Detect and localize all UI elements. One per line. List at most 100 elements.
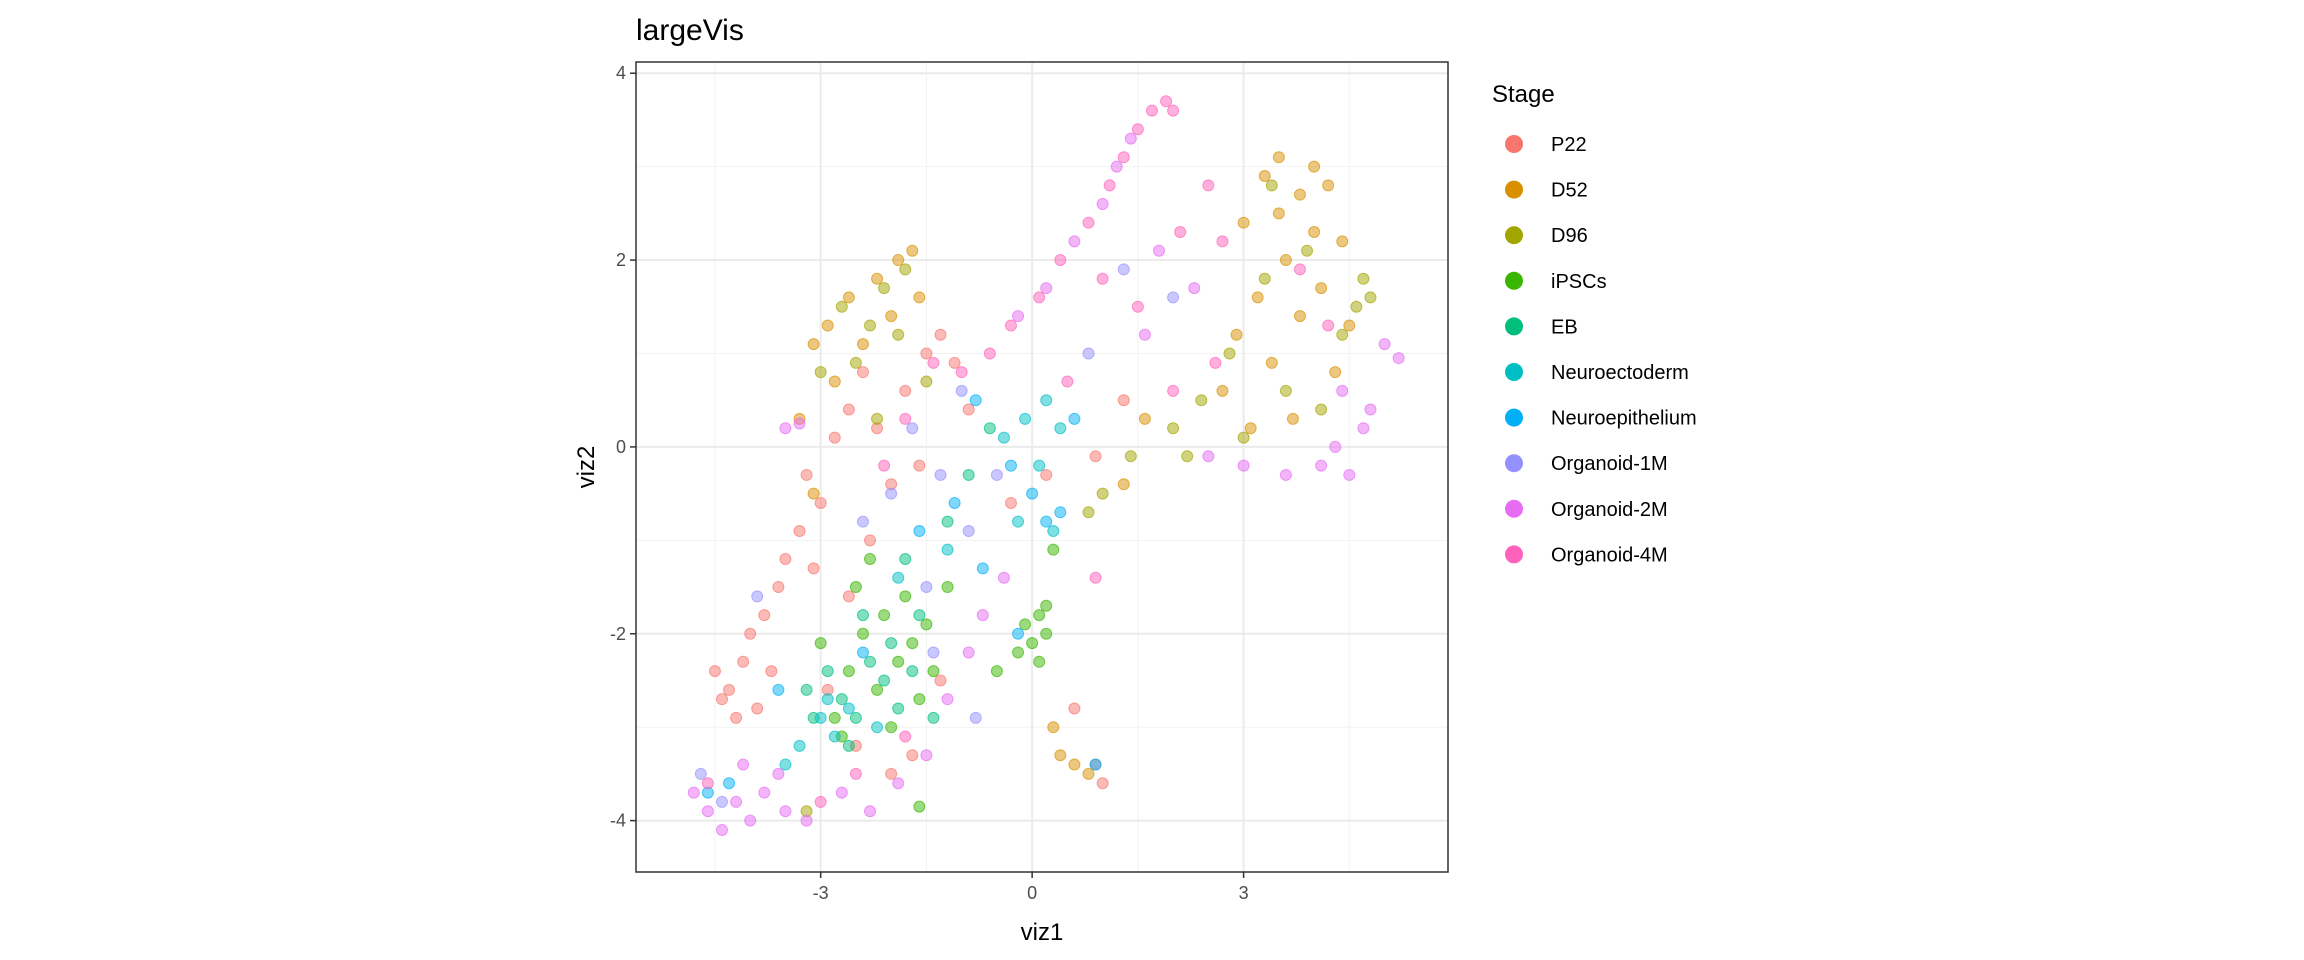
point-organoid-2m [1315,459,1328,472]
point-neuroectoderm [828,730,841,743]
x-axis-label: viz1 [1021,919,1064,946]
legend-key-p22 [1505,135,1523,153]
point-p22 [1117,394,1130,407]
point-p22 [793,524,806,537]
point-d96 [1336,328,1349,341]
point-d52 [1272,207,1285,220]
point-organoid-4m [955,366,968,379]
point-organoid-2m [772,767,785,780]
point-d52 [1244,422,1257,435]
point-organoid-4m [1209,356,1222,369]
point-d96 [878,282,891,295]
point-organoid-1m [962,524,975,537]
point-organoid-2m [835,786,848,799]
point-organoid-4m [1089,571,1102,584]
point-ipscs [814,637,827,650]
point-ipscs [885,721,898,734]
point-organoid-4m [1160,95,1173,108]
point-organoid-4m [1167,384,1180,397]
point-organoid-4m [1061,375,1074,388]
point-neuroectoderm [892,571,905,584]
point-d52 [913,291,926,304]
point-neuroectoderm [1012,515,1025,528]
legend-key-eb [1505,317,1523,336]
point-d52 [892,254,905,267]
point-d96 [1237,431,1250,444]
point-organoid-1m [969,711,982,724]
point-organoid-2m [1096,198,1109,211]
legend-label: D52 [1551,180,1588,202]
point-d52 [1293,310,1306,323]
point-organoid-1m [920,581,933,594]
point-ipscs [927,665,940,678]
point-p22 [828,431,841,444]
point-d96 [814,366,827,379]
point-d96 [1301,244,1314,257]
point-neuroepithelium [1054,506,1067,519]
point-eb [842,739,855,752]
point-neuroectoderm [871,721,884,734]
point-organoid-4m [1202,179,1215,192]
point-organoid-2m [1392,352,1405,365]
legend-key-organoid-4m [1505,545,1523,564]
point-p22 [737,655,750,668]
legend-label: D96 [1551,225,1588,247]
point-organoid-2m [779,422,792,435]
point-organoid-2m [730,795,743,808]
point-ipscs [1033,609,1046,622]
point-d96 [892,328,905,341]
point-organoid-1m [906,422,919,435]
point-organoid-2m [1202,450,1215,463]
point-d52 [807,487,820,500]
point-organoid-2m [1124,132,1137,145]
legend-label: Neuroectoderm [1551,362,1689,384]
legend-key-d52 [1505,180,1523,199]
point-d96 [864,319,877,332]
point-d52 [1251,291,1264,304]
point-d52 [1286,412,1299,425]
point-organoid-2m [1279,468,1292,481]
y-tick-label: -4 [610,811,626,831]
point-p22 [715,693,728,706]
point-eb [835,693,848,706]
point-d52 [885,310,898,323]
point-d96 [1258,272,1271,285]
point-organoid-2m [779,805,792,818]
point-neuroectoderm [1033,459,1046,472]
x-tick-label: 0 [1027,883,1037,903]
point-organoid-2m [701,805,714,818]
point-d96 [1279,384,1292,397]
point-eb [856,609,869,622]
point-p22 [885,767,898,780]
point-ipscs [1012,646,1025,659]
point-neuroectoderm [779,758,792,771]
point-organoid-2m [793,417,806,430]
point-p22 [842,403,855,416]
point-organoid-4m [1322,319,1335,332]
point-organoid-2m [737,758,750,771]
point-organoid-4m [983,347,996,360]
point-organoid-2m [1237,459,1250,472]
point-organoid-2m [1012,310,1025,323]
point-neuroepithelium [856,646,869,659]
point-organoid-4m [814,795,827,808]
point-organoid-2m [744,814,757,827]
point-eb [962,468,975,481]
point-ipscs [920,618,933,631]
point-d96 [1181,450,1194,463]
point-neuroepithelium [969,394,982,407]
point-eb [941,515,954,528]
point-d52 [1054,749,1067,762]
point-d52 [1068,758,1081,771]
legend-key-ipscs [1505,271,1523,290]
point-neuroectoderm [821,693,834,706]
point-neuroectoderm [1040,394,1053,407]
x-tick-label: -3 [813,883,829,903]
legend-key-organoid-1m [1505,454,1523,473]
point-d52 [828,375,841,388]
point-p22 [856,366,869,379]
point-ipscs [864,553,877,566]
y-tick-label: 4 [616,63,626,83]
point-p22 [708,665,721,678]
point-d52 [856,338,869,351]
